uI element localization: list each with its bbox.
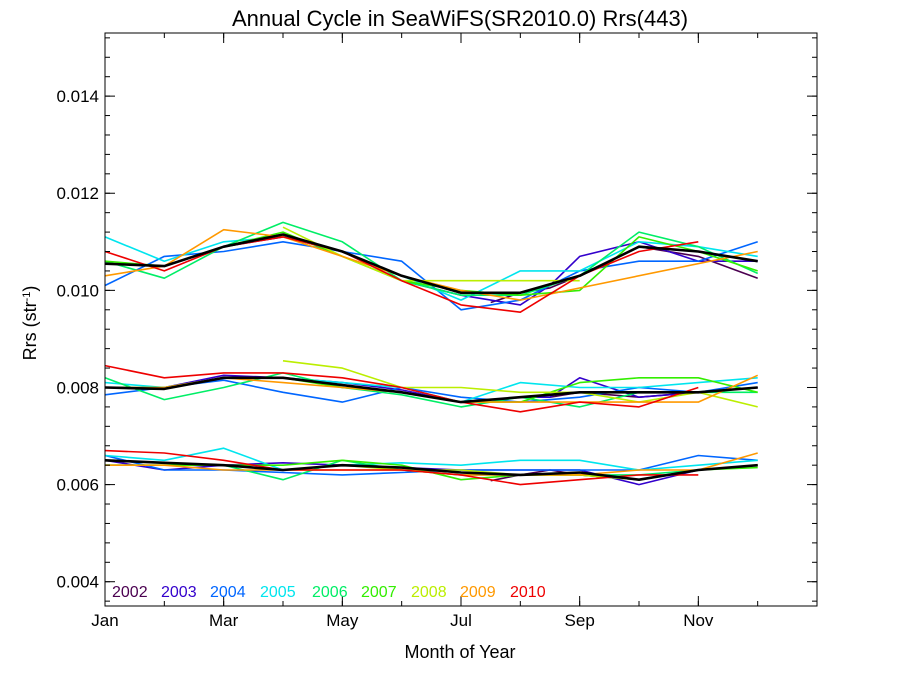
series-2008-line-2 (282, 360, 758, 408)
legend-entry-2003: 2003 (161, 584, 197, 601)
x-tick-label: Jan (91, 611, 118, 630)
legend-entry-2005: 2005 (260, 584, 296, 601)
x-tick-label: May (326, 611, 359, 630)
series-mean-line-2 (104, 376, 758, 404)
series-2009-line-1 (104, 228, 758, 301)
series-2004-line-1 (104, 241, 758, 311)
y-tick-label: 0.010 (56, 281, 99, 300)
x-tick-label: Nov (683, 611, 714, 630)
series-lines (104, 221, 759, 486)
series-2006-line-1 (104, 221, 759, 297)
y-tick-label: 0.008 (56, 378, 99, 397)
x-tick-label: Mar (209, 611, 239, 630)
legend-entry-2002: 2002 (112, 584, 148, 601)
y-tick-label: 0.006 (56, 476, 99, 495)
y-axis-title-superscript: -1 (21, 292, 33, 302)
chart-title: Annual Cycle in SeaWiFS(SR2010.0) Rrs(44… (232, 6, 688, 31)
legend-entry-2009: 2009 (460, 584, 496, 601)
legend-entry-2010: 2010 (510, 584, 546, 601)
series-2008-line-1 (282, 226, 580, 282)
legend-entry-2004: 2004 (210, 584, 246, 601)
series-mean-line-1 (104, 233, 758, 295)
series-2005-line-1 (104, 236, 758, 301)
plot-frame (104, 32, 818, 607)
y-axis-title: Rrs (str-1) (20, 286, 40, 361)
legend-entry-2008: 2008 (411, 584, 447, 601)
series-2010-line-2 (104, 364, 699, 413)
y-axis-title-end: ) (20, 286, 40, 292)
series-mean-line-3 (104, 459, 758, 482)
y-tick-label: 0.014 (56, 87, 99, 106)
legend-entry-2006: 2006 (312, 584, 348, 601)
x-tick-label: Sep (565, 611, 595, 630)
series-2010-line-1 (104, 236, 699, 314)
y-axis-title-main: Rrs (str (20, 301, 40, 360)
legend: 2002 2003 2004 2005 2006 2007 2008 2009 2010 (112, 584, 546, 601)
legend-entry-2007: 2007 (361, 584, 397, 601)
x-tick-label: Jul (450, 611, 472, 630)
axes: Jan Mar May Jul Sep Nov 0.004 0.006 0.008 0.010 0.… (56, 33, 818, 630)
x-axis-title: Month of Year (404, 642, 515, 662)
y-tick-label: 0.004 (56, 573, 99, 592)
series-2010-line-3 (104, 449, 699, 486)
series-2004-line-2 (104, 379, 758, 403)
y-tick-label: 0.012 (56, 184, 99, 203)
